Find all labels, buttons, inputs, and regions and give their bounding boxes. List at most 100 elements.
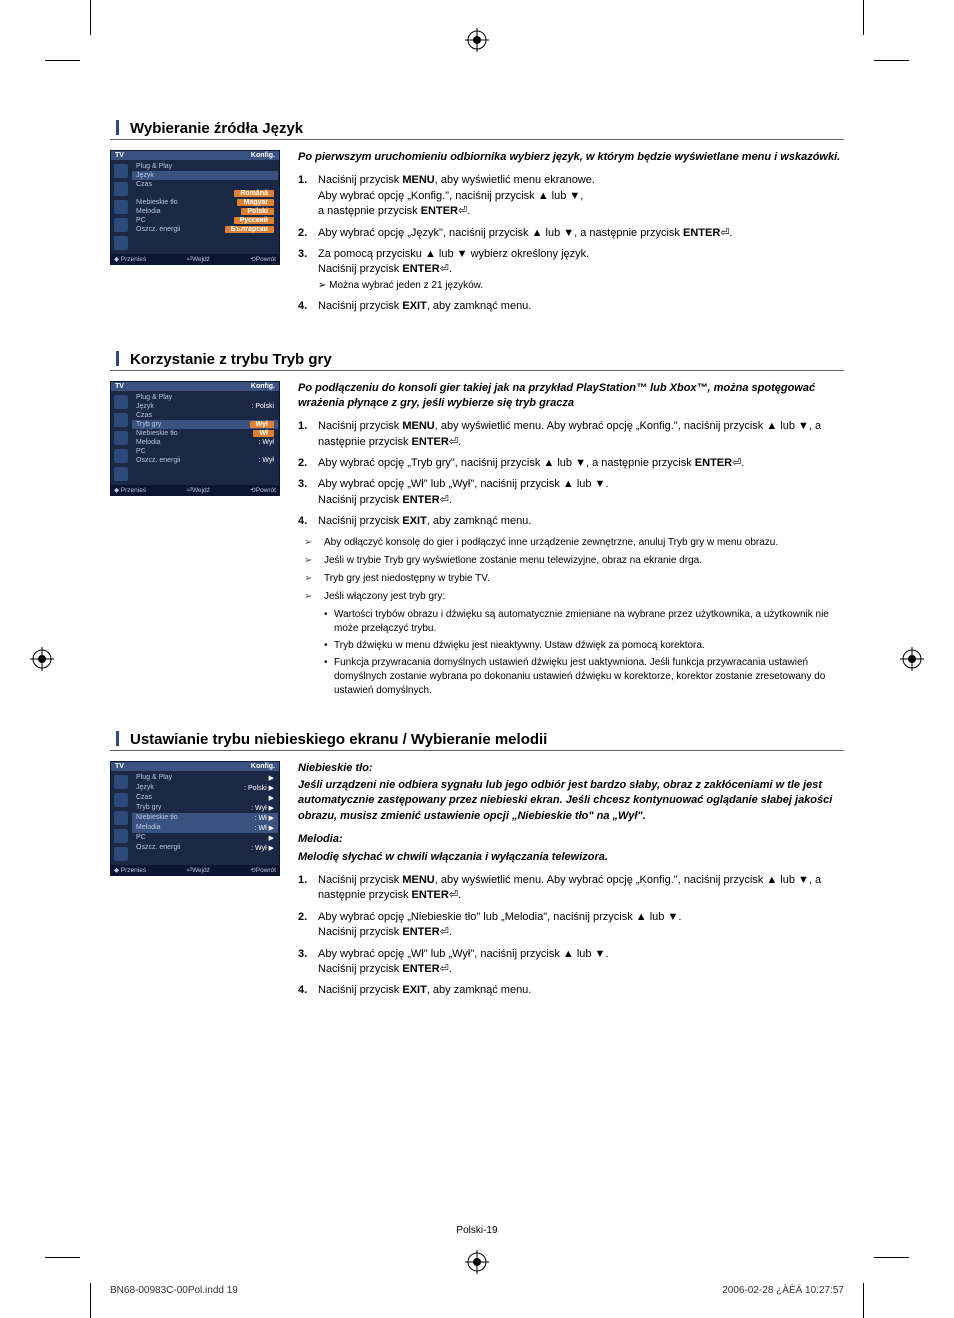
menu-item-row: Czas <box>134 180 276 189</box>
menu-item-row: Oszcz. energii: Wył ▶ <box>134 843 276 853</box>
crop-mark <box>90 1283 91 1318</box>
intro-subheading: Niebieskie tło: <box>298 761 844 776</box>
note-row: ➢Aby odłączyć konsolę do gier i podłączy… <box>298 536 844 550</box>
step-item: 2.Aby wybrać opcję „Tryb gry", naciśnij … <box>298 456 844 471</box>
footer-timestamp: 2006-02-28 ¿ÀÈÄ 10:27:57 <box>722 1285 844 1296</box>
menu-item-row: Tryb gryWył <box>132 420 278 429</box>
menu-icon <box>114 413 128 427</box>
step-item: 3.Aby wybrać opcję „Wł" lub „Wył", naciś… <box>298 947 844 978</box>
registration-mark-icon <box>465 28 489 52</box>
menu-item-row: PC <box>134 447 276 456</box>
menu-item-row: Język: Polski ▶ <box>134 783 276 793</box>
menu-item-row: Język <box>132 171 278 180</box>
menu-sidebar-icons <box>111 391 131 485</box>
bullet-row: •Funkcja przywracania domyślnych ustawie… <box>298 656 844 698</box>
menu-item-row: Niebieskie tło: Wł ▶ <box>132 813 278 823</box>
menu-footer: ◆ Przenieś⏎Wejdź⟲Powrót <box>111 254 279 264</box>
menu-icon <box>114 200 128 214</box>
step-list: 1.Naciśnij przycisk MENU, aby wyświetlić… <box>298 873 844 999</box>
intro-subheading: Melodia: <box>298 832 844 847</box>
content-area: Wybieranie źródła Język TVKonfig. Plug &… <box>110 120 844 1248</box>
registration-mark-icon <box>465 1250 489 1274</box>
note-row: ➢Jeśli w trybie Tryb gry wyświetlone zos… <box>298 554 844 568</box>
intro-paragraph: Melodię słychać w chwili włączania i wył… <box>298 850 844 865</box>
registration-mark-icon <box>900 647 924 671</box>
menu-icon <box>114 395 128 409</box>
instruction-text: Po podłączeniu do konsoli gier takiej ja… <box>298 381 844 701</box>
crop-mark <box>45 60 80 61</box>
crop-mark <box>863 0 864 35</box>
menu-icon <box>114 847 128 861</box>
menu-item-row: Czas <box>134 411 276 420</box>
menu-item-row: Oszcz. energii: Wył <box>134 456 276 465</box>
menu-icon <box>114 811 128 825</box>
manual-section: Wybieranie źródła Język TVKonfig. Plug &… <box>110 120 844 321</box>
menu-icon <box>114 467 128 481</box>
menu-item-row: Plug & Play <box>134 162 276 171</box>
footer-filename: BN68-00983C-00Pol.indd 19 <box>110 1285 238 1296</box>
menu-footer-action: ⟲Powrót <box>250 866 276 874</box>
menu-sidebar-icons <box>111 771 131 865</box>
menu-item-row: Română <box>134 189 276 198</box>
tv-menu-screenshot: TVKonfig. Plug & Play▶Język: Polski ▶Cza… <box>110 761 280 876</box>
intro-paragraph: Jeśli urządzeni nie odbiera sygnału lub … <box>298 778 844 824</box>
step-item: 3.Za pomocą przycisku ▲ lub ▼ wybierz ok… <box>298 247 844 293</box>
step-item: 4.Naciśnij przycisk EXIT, aby zamknąć me… <box>298 299 844 314</box>
menu-item-row: Czas▶ <box>134 793 276 803</box>
menu-footer-action: ⏎Wejdź <box>187 486 210 494</box>
menu-footer-action: ⟲Powrót <box>250 486 276 494</box>
manual-section: Korzystanie z trybu Tryb gry TVKonfig. P… <box>110 351 844 701</box>
instruction-text: Niebieskie tło: Jeśli urządzeni nie odbie… <box>298 761 844 1005</box>
menu-items-list: Plug & Play▶Język: Polski ▶Czas▶Tryb gry… <box>131 771 279 865</box>
menu-item-row: PCРусский <box>134 216 276 225</box>
menu-sidebar-icons <box>111 160 131 254</box>
bullet-row: •Tryb dźwięku w menu dźwięku jest nieakt… <box>298 639 844 653</box>
menu-items-list: Plug & PlayJęzyk: PolskiCzasTryb gryWyłN… <box>131 391 279 485</box>
step-item: 2.Aby wybrać opcję „Niebieskie tło" lub … <box>298 910 844 941</box>
menu-header: TVKonfig. <box>111 762 279 771</box>
registration-mark-icon <box>30 647 54 671</box>
step-list: 1.Naciśnij przycisk MENU, aby wyświetlić… <box>298 419 844 529</box>
menu-icon <box>114 431 128 445</box>
menu-icon <box>114 236 128 250</box>
menu-footer-action: ⏎Wejdź <box>187 255 210 263</box>
menu-icon <box>114 793 128 807</box>
menu-item-row: PC▶ <box>134 833 276 843</box>
section-heading: Ustawianie trybu niebieskiego ekranu / W… <box>110 731 844 751</box>
menu-header: TVKonfig. <box>111 151 279 160</box>
section-heading: Wybieranie źródła Język <box>110 120 844 140</box>
menu-footer: ◆ Przenieś ⏎Wejdź ⟲Powrót <box>111 485 279 495</box>
menu-footer: ◆ Przenieś⏎Wejdź⟲Powrót <box>111 865 279 875</box>
bullet-row: •Wartości trybów obrazu i dźwięku są aut… <box>298 608 844 636</box>
menu-icon <box>114 775 128 789</box>
intro-paragraph: Po pierwszym uruchomieniu odbiornika wyb… <box>298 150 844 165</box>
menu-item-row: Tryb gry: Wył ▶ <box>134 803 276 813</box>
crop-mark <box>874 1257 909 1258</box>
menu-items-list: Plug & PlayJęzykCzasRomânăNiebieskie tło… <box>131 160 279 254</box>
menu-icon <box>114 182 128 196</box>
step-item: 1.Naciśnij przycisk MENU, aby wyświetlić… <box>298 873 844 904</box>
menu-item-row: Język: Polski <box>134 402 276 411</box>
menu-icon <box>114 829 128 843</box>
section-heading: Korzystanie z trybu Tryb gry <box>110 351 844 371</box>
note-row: ➢Tryb gry jest niedostępny w trybie TV. <box>298 572 844 586</box>
menu-footer-action: ◆ Przenieś <box>114 486 146 494</box>
note-row: ➢Jeśli włączony jest tryb gry: <box>298 590 844 604</box>
step-item: 1.Naciśnij przycisk MENU, aby wyświetlić… <box>298 419 844 450</box>
step-item: 4.Naciśnij przycisk EXIT, aby zamknąć me… <box>298 983 844 998</box>
menu-item-row: Plug & Play▶ <box>134 773 276 783</box>
menu-footer-action: ⟲Powrót <box>250 255 276 263</box>
document-footer: BN68-00983C-00Pol.indd 19 2006-02-28 ¿ÀÈ… <box>110 1285 844 1296</box>
step-item: 1.Naciśnij przycisk MENU, aby wyświetlić… <box>298 173 844 219</box>
page-container: Wybieranie źródła Język TVKonfig. Plug &… <box>0 0 954 1318</box>
step-item: 2.Aby wybrać opcję „Język", naciśnij prz… <box>298 226 844 241</box>
menu-item-row: Melodia: Wył <box>134 438 276 447</box>
intro-paragraph: Po podłączeniu do konsoli gier takiej ja… <box>298 381 844 412</box>
instruction-text: Po pierwszym uruchomieniu odbiornika wyb… <box>298 150 844 321</box>
menu-icon <box>114 449 128 463</box>
step-list: 1.Naciśnij przycisk MENU, aby wyświetlić… <box>298 173 844 314</box>
menu-footer-action: ◆ Przenieś <box>114 866 146 874</box>
menu-icon <box>114 164 128 178</box>
page-number: Polski-19 <box>456 1225 497 1236</box>
menu-item-row: Melodia: Wł ▶ <box>132 823 278 833</box>
